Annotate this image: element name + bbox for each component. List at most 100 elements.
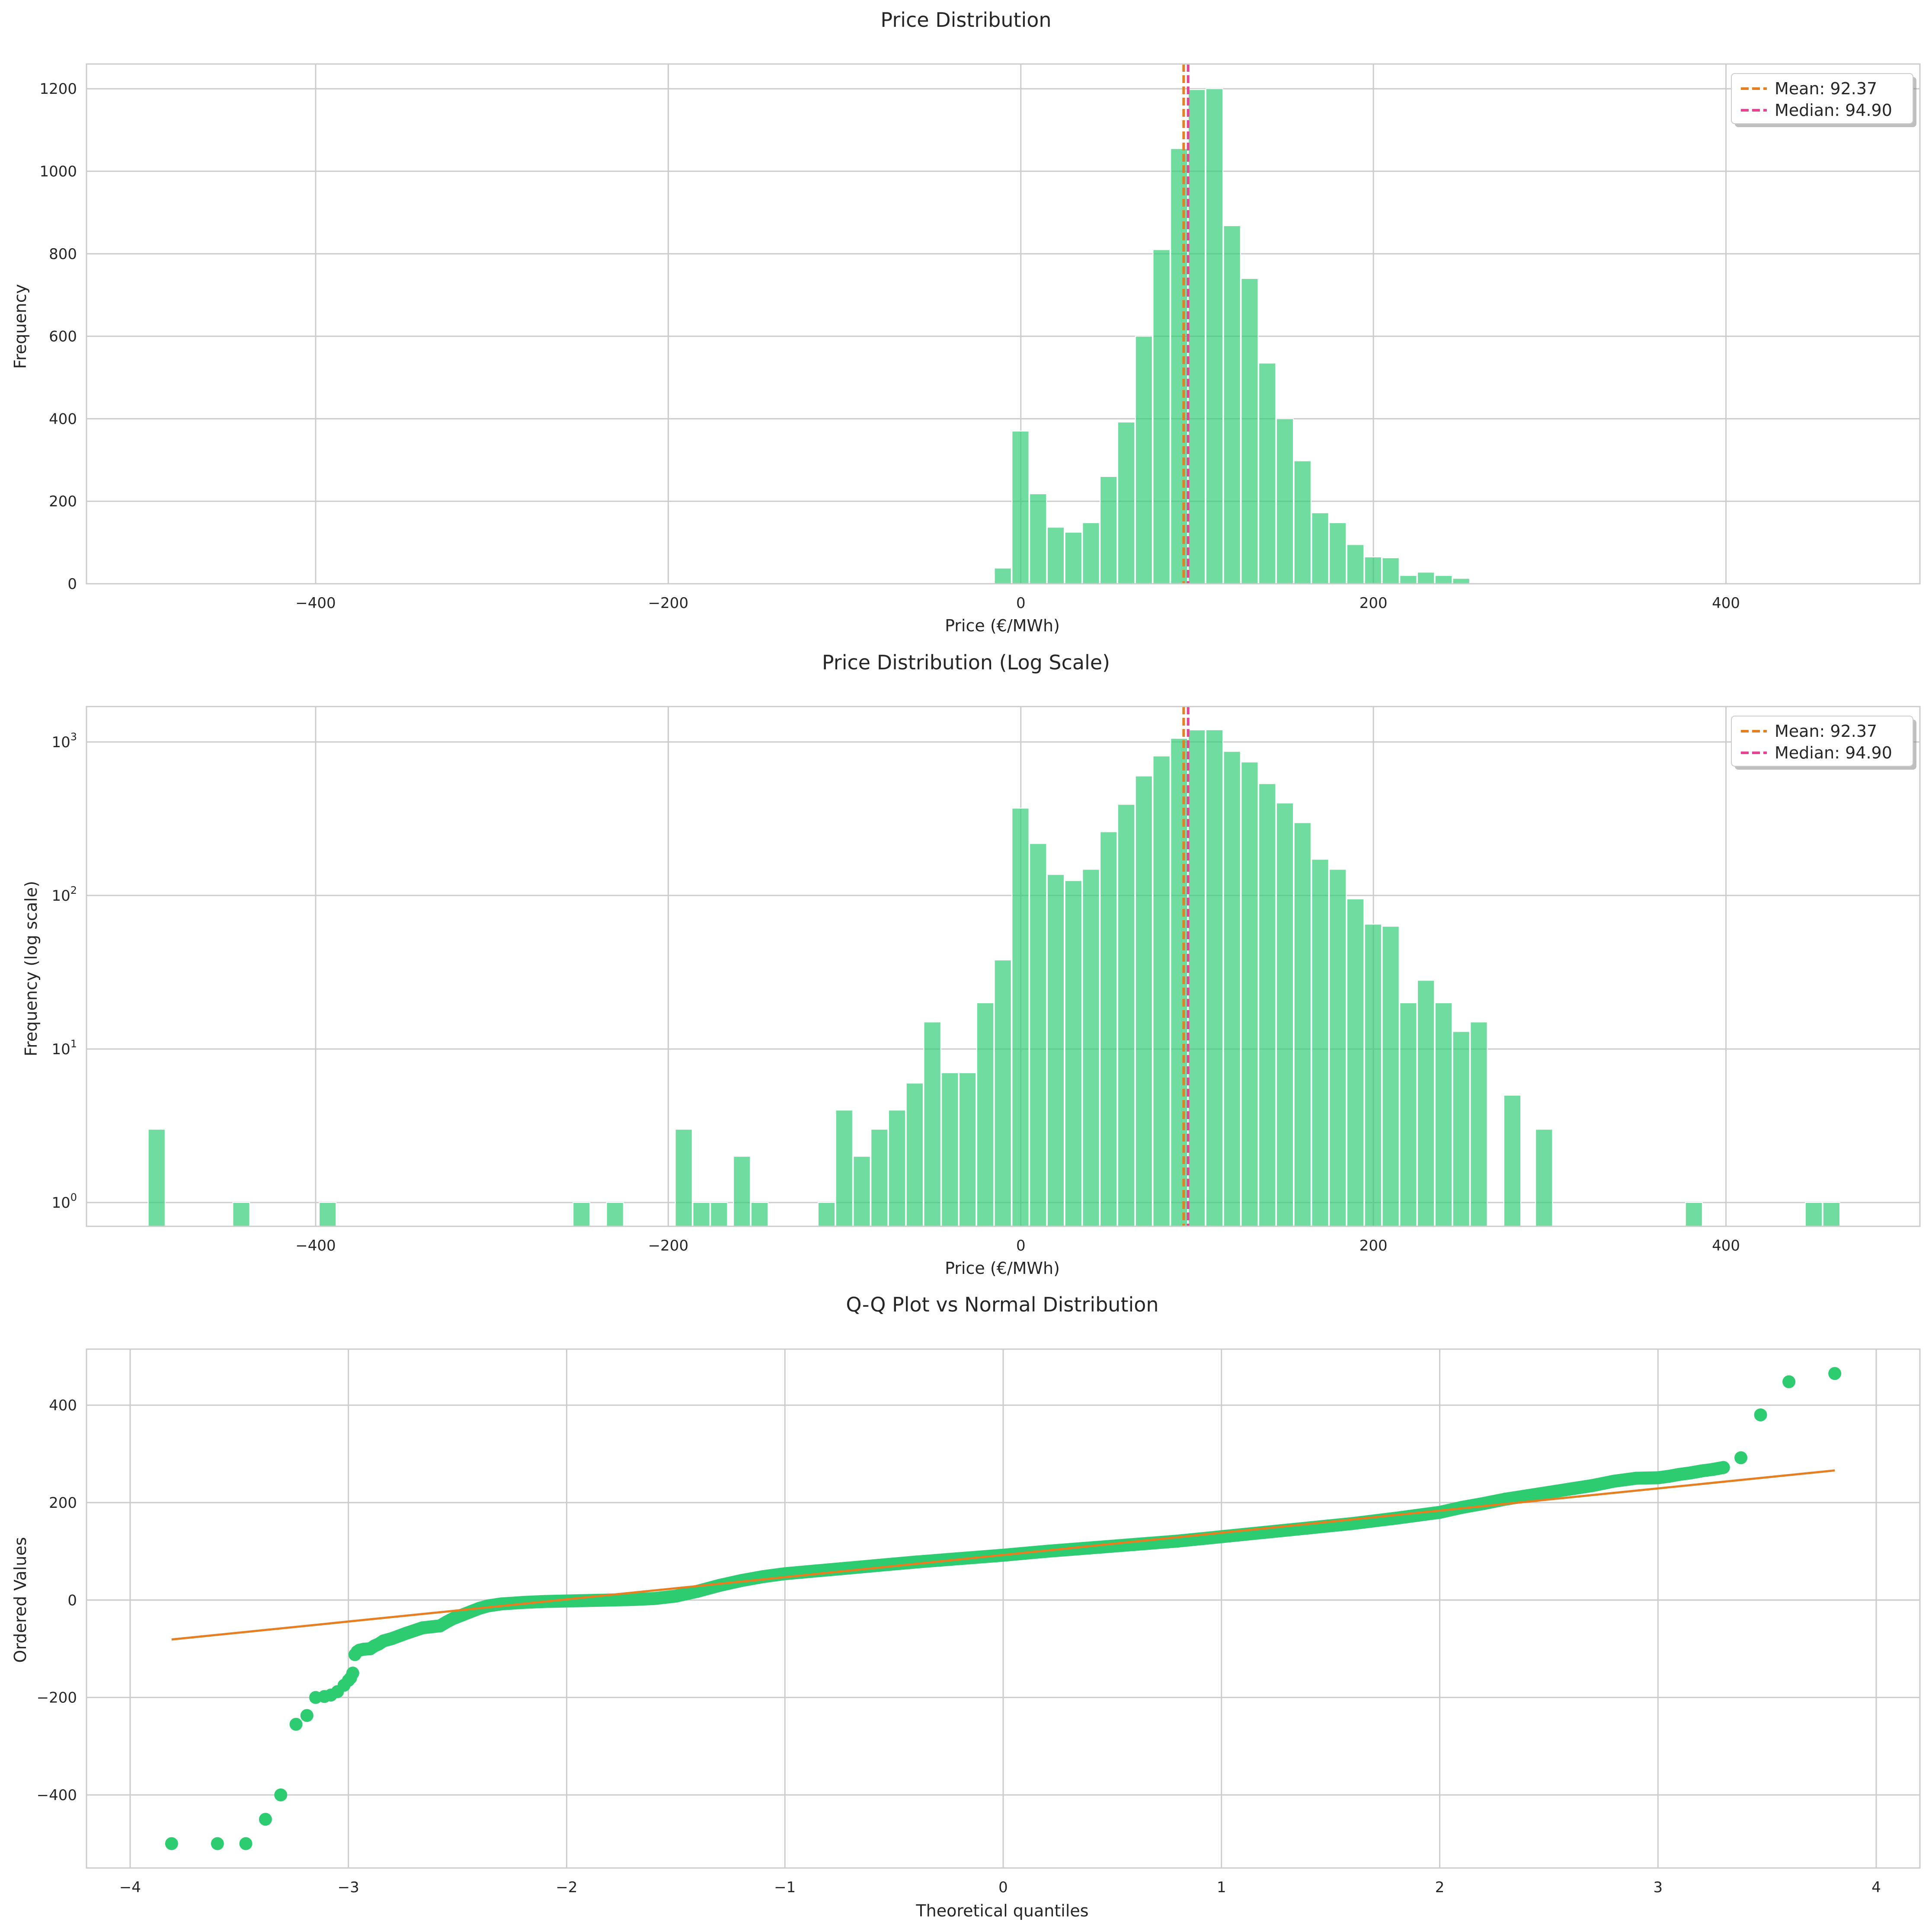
histogram-bar — [1329, 522, 1347, 585]
x-tick-label: 1 — [1217, 1879, 1226, 1896]
qq-point — [165, 1837, 178, 1850]
histogram-bar — [1347, 898, 1365, 1227]
histogram-bar — [1399, 1002, 1417, 1227]
y-axis-label: Frequency (log scale) — [22, 881, 41, 1056]
histogram-bar — [1805, 1202, 1823, 1227]
qq-point — [713, 1579, 726, 1592]
x-tick-label: 0 — [998, 1879, 1008, 1896]
histogram-bar — [1188, 729, 1206, 1227]
x-axis-label: Price (€/MWh) — [945, 616, 1060, 635]
histogram-bar — [870, 1129, 889, 1227]
chart-title: Price Distribution — [880, 8, 1051, 32]
y-tick-exponent: 3 — [70, 731, 77, 743]
qq-point — [239, 1837, 253, 1850]
histogram-bar — [1064, 531, 1082, 585]
y-tick-label: 400 — [49, 1397, 77, 1414]
y-tick-label: 1200 — [39, 80, 77, 98]
y-tick-label: −200 — [37, 1689, 77, 1707]
qq-point — [604, 1593, 617, 1607]
qq-point — [1542, 1486, 1555, 1499]
qq-point — [1498, 1493, 1512, 1506]
histogram-bar — [319, 1202, 337, 1227]
x-tick-labels: −4 −3 −2 −1 0 1 2 3 4 — [119, 1879, 1881, 1896]
x-tick-label: 0 — [1016, 1237, 1026, 1254]
x-tick-label: −400 — [295, 1237, 336, 1254]
qq-point — [669, 1590, 682, 1603]
histogram-bar — [751, 1202, 769, 1227]
y-tick-label: 102 — [51, 884, 77, 905]
grid-lines — [86, 1349, 1920, 1868]
qq-point — [822, 1563, 835, 1577]
histogram-bar — [232, 1202, 250, 1227]
histogram-bar — [733, 1156, 751, 1227]
y-tick-label: 0 — [67, 1592, 77, 1609]
histogram-bar — [1258, 362, 1276, 585]
histogram-bar — [1205, 88, 1223, 585]
qq-point — [1662, 1470, 1676, 1483]
histogram-bar — [1452, 578, 1470, 584]
histogram-bar — [1311, 859, 1329, 1227]
histogram-bar — [1364, 556, 1382, 585]
qq-point — [1695, 1464, 1708, 1478]
histogram-bar — [923, 1021, 941, 1227]
y-tick-label: 600 — [49, 328, 77, 345]
x-tick-label: 200 — [1359, 595, 1388, 612]
qq-point — [1651, 1471, 1665, 1484]
qq-point — [1433, 1506, 1446, 1519]
histogram-bar — [1135, 336, 1153, 584]
histogram-bar — [1082, 869, 1100, 1227]
y-tick-label: 1000 — [39, 163, 77, 180]
histogram-bars — [994, 88, 1470, 585]
histogram-bar — [1046, 527, 1065, 585]
histogram-bar — [1100, 831, 1118, 1227]
histogram-bar — [1434, 575, 1452, 585]
qq-point — [1706, 1463, 1719, 1476]
histogram-bar — [1417, 572, 1435, 585]
x-tick-label: 400 — [1712, 595, 1740, 612]
histogram-bar — [1434, 1002, 1452, 1227]
qq-point — [1608, 1475, 1621, 1488]
x-tick-label: 0 — [1016, 595, 1026, 612]
qq-point — [866, 1559, 879, 1573]
x-tick-label: −1 — [774, 1879, 796, 1896]
histogram-bar — [1470, 1021, 1488, 1227]
fit-line — [171, 1469, 1835, 1641]
histogram-bar — [1223, 751, 1241, 1227]
histogram-bar — [994, 567, 1012, 584]
legend-label: Median: 94.90 — [1775, 101, 1892, 120]
histogram-bar — [1170, 738, 1188, 1227]
y-tick-labels: −400 −200 0 200 400 — [37, 1397, 77, 1804]
histogram-bar — [710, 1202, 728, 1227]
legend-label: Median: 94.90 — [1775, 743, 1892, 762]
chart-title: Price Distribution (Log Scale) — [822, 651, 1110, 674]
histogram-bar — [1417, 980, 1435, 1227]
histogram-bars — [147, 729, 1840, 1227]
qq-point — [1629, 1471, 1643, 1485]
qq-points — [165, 1367, 1842, 1850]
histogram-bar — [606, 1202, 624, 1227]
y-tick-label: 100 — [51, 1191, 77, 1212]
histogram-bar — [1117, 804, 1136, 1227]
axes-frame — [86, 1348, 1921, 1869]
fit-line-segment — [171, 1469, 1835, 1641]
y-tick-label: 400 — [49, 410, 77, 428]
y-tick-base: 10 — [51, 1041, 70, 1058]
reference-lines — [1182, 707, 1190, 1226]
y-tick-label: 200 — [49, 493, 77, 510]
histogram-bar — [905, 1082, 924, 1227]
y-tick-base: 10 — [51, 1194, 70, 1212]
qq-point — [1673, 1468, 1686, 1481]
qq-point — [1564, 1482, 1577, 1496]
qq-point — [289, 1718, 303, 1731]
histogram-bar — [1276, 803, 1294, 1227]
qq-point — [1586, 1479, 1599, 1492]
histogram-bar — [976, 1002, 994, 1227]
y-tick-label: 800 — [49, 246, 77, 263]
x-tick-label: −4 — [119, 1879, 141, 1896]
qq-point — [691, 1585, 704, 1598]
qq-point — [1828, 1367, 1842, 1380]
histogram-bar — [1311, 512, 1329, 585]
qq-point — [1477, 1497, 1490, 1510]
qq-point — [1684, 1466, 1697, 1480]
qq-point — [481, 1599, 495, 1612]
